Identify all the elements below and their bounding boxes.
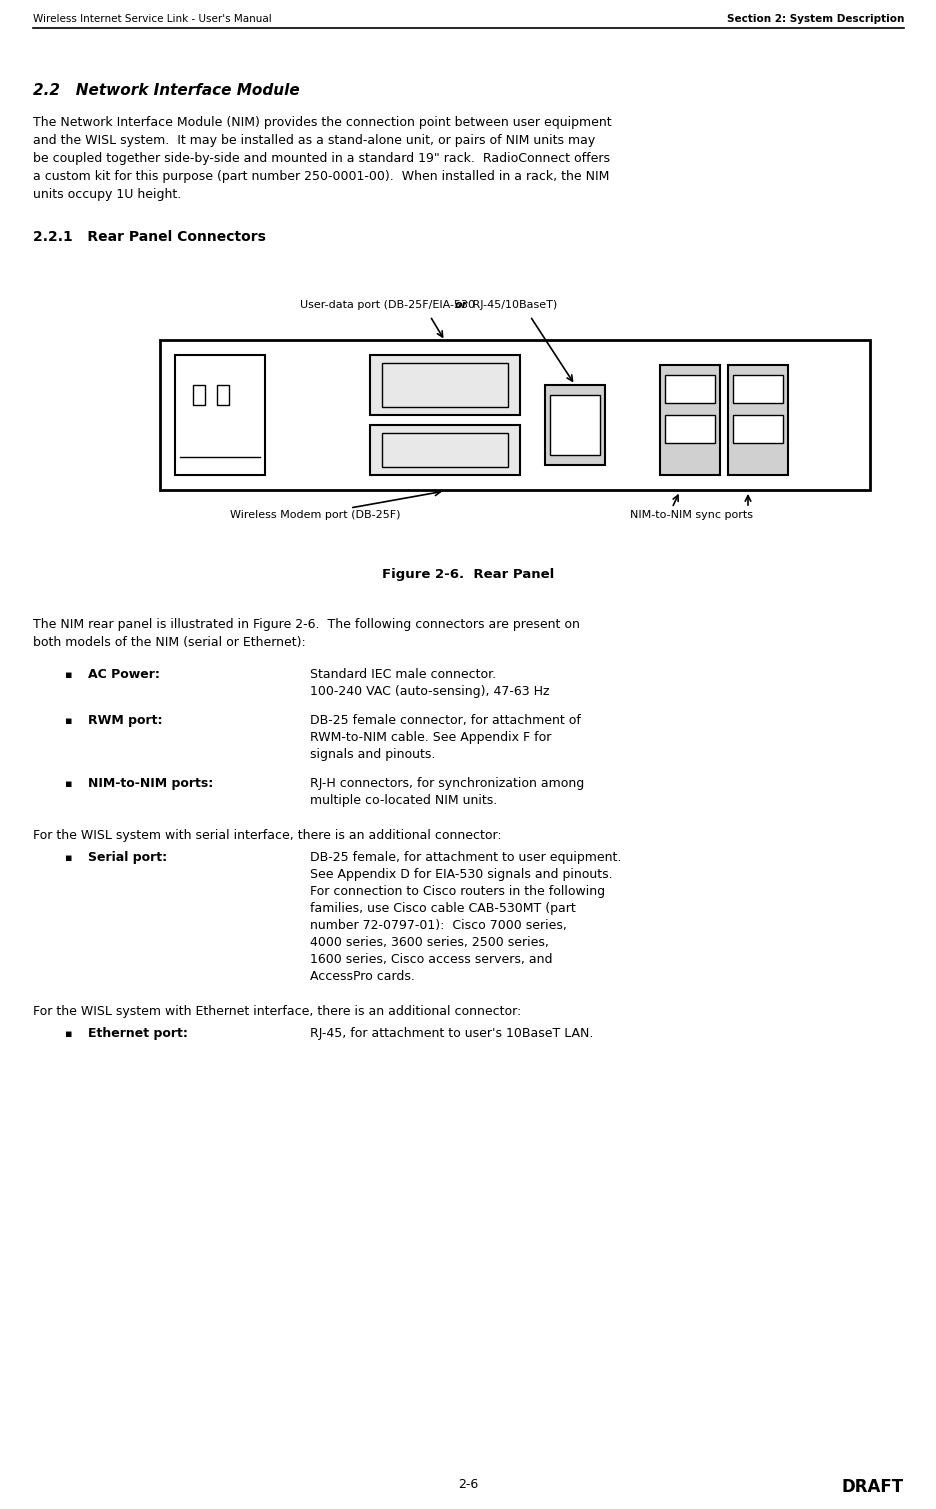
Bar xyxy=(193,385,205,404)
Text: 100-240 VAC (auto-sensing), 47-63 Hz: 100-240 VAC (auto-sensing), 47-63 Hz xyxy=(310,685,548,699)
Bar xyxy=(382,433,507,466)
Text: units occupy 1U height.: units occupy 1U height. xyxy=(33,189,181,201)
Bar xyxy=(382,364,507,407)
Text: User-data port (DB-25F/EIA-530: User-data port (DB-25F/EIA-530 xyxy=(300,300,478,309)
Text: RWM-to-NIM cable. See Appendix F for: RWM-to-NIM cable. See Appendix F for xyxy=(310,730,550,744)
Bar xyxy=(732,415,782,444)
Text: NIM-to-NIM ports:: NIM-to-NIM ports: xyxy=(88,777,213,791)
Bar xyxy=(665,376,714,403)
Text: Ethernet port:: Ethernet port: xyxy=(88,1028,188,1040)
Text: ▪: ▪ xyxy=(65,779,72,789)
Bar xyxy=(727,365,787,475)
Text: Standard IEC male connector.: Standard IEC male connector. xyxy=(310,668,495,681)
Text: NIM-to-NIM sync ports: NIM-to-NIM sync ports xyxy=(629,510,753,521)
Text: The Network Interface Module (NIM) provides the connection point between user eq: The Network Interface Module (NIM) provi… xyxy=(33,116,611,128)
Bar xyxy=(732,376,782,403)
Text: ▪: ▪ xyxy=(65,853,72,863)
Text: 4000 series, 3600 series, 2500 series,: 4000 series, 3600 series, 2500 series, xyxy=(310,936,548,949)
Text: 2.2   Network Interface Module: 2.2 Network Interface Module xyxy=(33,83,300,98)
Text: families, use Cisco cable CAB-530MT (part: families, use Cisco cable CAB-530MT (par… xyxy=(310,902,575,914)
Bar xyxy=(160,340,869,490)
Bar xyxy=(659,365,719,475)
Text: Section 2: System Description: Section 2: System Description xyxy=(725,14,903,24)
Text: ▪: ▪ xyxy=(65,715,72,726)
Text: RJ-45, for attachment to user's 10BaseT LAN.: RJ-45, for attachment to user's 10BaseT … xyxy=(310,1028,592,1040)
Text: DB-25 female connector, for attachment of: DB-25 female connector, for attachment o… xyxy=(310,714,580,727)
Text: multiple co-located NIM units.: multiple co-located NIM units. xyxy=(310,794,497,807)
Text: Wireless Modem port (DB-25F): Wireless Modem port (DB-25F) xyxy=(229,510,400,521)
Text: DB-25 female, for attachment to user equipment.: DB-25 female, for attachment to user equ… xyxy=(310,851,621,865)
Bar xyxy=(370,355,519,415)
Text: RWM port:: RWM port: xyxy=(88,714,162,727)
Text: signals and pinouts.: signals and pinouts. xyxy=(310,748,435,761)
Text: See Appendix D for EIA-530 signals and pinouts.: See Appendix D for EIA-530 signals and p… xyxy=(310,868,612,881)
Text: ▪: ▪ xyxy=(65,1029,72,1040)
Text: For the WISL system with serial interface, there is an additional connector:: For the WISL system with serial interfac… xyxy=(33,828,501,842)
Text: both models of the NIM (serial or Ethernet):: both models of the NIM (serial or Ethern… xyxy=(33,635,305,649)
Text: For the WISL system with Ethernet interface, there is an additional connector:: For the WISL system with Ethernet interf… xyxy=(33,1005,520,1019)
Text: 1600 series, Cisco access servers, and: 1600 series, Cisco access servers, and xyxy=(310,954,552,966)
Bar xyxy=(545,385,605,465)
Text: and the WISL system.  It may be installed as a stand-alone unit, or pairs of NIM: and the WISL system. It may be installed… xyxy=(33,134,594,146)
Bar xyxy=(665,415,714,444)
Bar xyxy=(217,385,228,404)
Text: RJ-H connectors, for synchronization among: RJ-H connectors, for synchronization amo… xyxy=(310,777,584,791)
Text: AC Power:: AC Power: xyxy=(88,668,160,681)
Text: ▪: ▪ xyxy=(65,670,72,681)
Text: be coupled together side-by-side and mounted in a standard 19" rack.  RadioConne: be coupled together side-by-side and mou… xyxy=(33,152,609,164)
Bar xyxy=(175,355,265,475)
Text: AccessPro cards.: AccessPro cards. xyxy=(310,970,415,982)
Text: Figure 2-6.  Rear Panel: Figure 2-6. Rear Panel xyxy=(382,567,554,581)
Bar xyxy=(370,426,519,475)
Text: DRAFT: DRAFT xyxy=(841,1477,903,1495)
Text: Serial port:: Serial port: xyxy=(88,851,167,865)
Text: Wireless Internet Service Link - User's Manual: Wireless Internet Service Link - User's … xyxy=(33,14,271,24)
Text: a custom kit for this purpose (part number 250-0001-00).  When installed in a ra: a custom kit for this purpose (part numb… xyxy=(33,171,608,183)
Text: 2-6: 2-6 xyxy=(458,1477,478,1491)
Text: For connection to Cisco routers in the following: For connection to Cisco routers in the f… xyxy=(310,884,605,898)
Text: The NIM rear panel is illustrated in Figure 2-6.  The following connectors are p: The NIM rear panel is illustrated in Fig… xyxy=(33,619,579,631)
Text: number 72-0797-01):  Cisco 7000 series,: number 72-0797-01): Cisco 7000 series, xyxy=(310,919,566,933)
Text: RJ-45/10BaseT): RJ-45/10BaseT) xyxy=(469,300,557,309)
Text: 2.2.1   Rear Panel Connectors: 2.2.1 Rear Panel Connectors xyxy=(33,229,266,244)
Text: or: or xyxy=(455,300,468,309)
Bar xyxy=(549,395,599,456)
